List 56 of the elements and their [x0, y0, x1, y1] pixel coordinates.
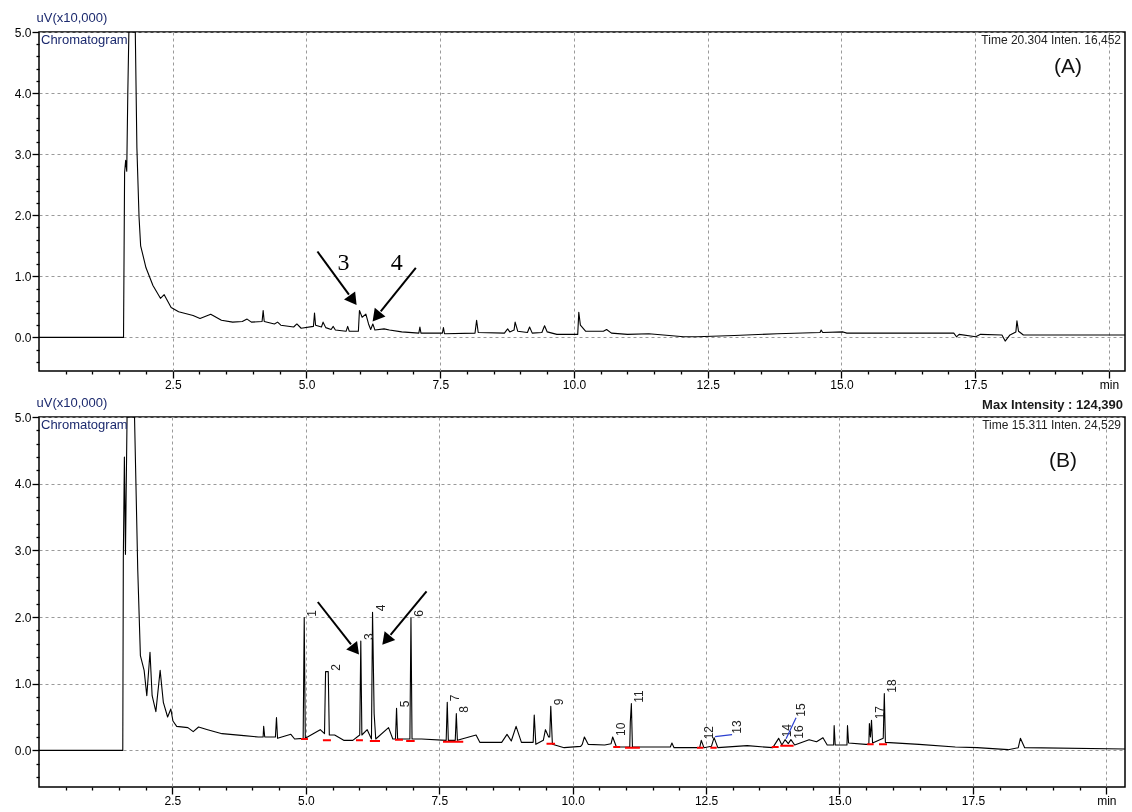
y-tick-label: 0.0 — [14, 330, 32, 345]
annotation: 12 — [702, 725, 717, 740]
x-tick-label: 17.5 — [961, 793, 986, 808]
y-axis-title: uV(x10,000) — [36, 9, 108, 25]
annotation: 18 — [885, 678, 900, 693]
y-tick-label: 0.0 — [14, 743, 32, 758]
annotation: Time 15.311 Inten. 24,529 — [982, 418, 1122, 432]
annotation: (A) — [1054, 54, 1082, 77]
y-axis-title: uV(x10,000) — [36, 394, 108, 410]
x-tick-label: 12.5 — [694, 793, 719, 808]
x-tick-label: 15.0 — [830, 377, 854, 392]
y-tick-label: 5.0 — [14, 410, 32, 425]
y-tick-label: 4.0 — [14, 477, 32, 492]
x-tick-label: 10.0 — [562, 377, 587, 392]
annotation: Time 20.304 Inten. 16,452 — [981, 33, 1122, 47]
y-tick-label: 3.0 — [14, 543, 32, 558]
x-tick-label: 15.0 — [828, 793, 852, 808]
text: Max Intensity : 124,390 — [982, 397, 1123, 412]
x-tick-label: 12.5 — [696, 377, 721, 392]
x-tick-label: 7.5 — [432, 377, 450, 392]
x-tick-label: min — [1097, 793, 1117, 808]
annotation: 4 — [390, 248, 403, 275]
x-tick-label: 17.5 — [964, 377, 988, 392]
y-tick-label: 1.0 — [14, 269, 32, 284]
annotation: 3 — [337, 248, 350, 275]
annotation: 14 — [779, 723, 794, 738]
y-tick-label: 4.0 — [14, 86, 32, 101]
annotation: 15 — [794, 702, 809, 717]
annotation: 1 — [305, 609, 320, 617]
x-tick-label: 2.5 — [164, 793, 182, 808]
annotation: 7 — [448, 694, 463, 702]
annotation: 13 — [730, 719, 745, 734]
y-tick-label: 3.0 — [14, 147, 32, 162]
x-tick-label: 10.0 — [561, 793, 586, 808]
y-tick-label: 2.0 — [14, 610, 32, 625]
x-tick-label: 5.0 — [297, 793, 315, 808]
annotation: 10 — [613, 722, 628, 736]
annotation: 4 — [373, 604, 388, 612]
annotation: 2 — [329, 663, 344, 671]
x-tick-label: 2.5 — [164, 377, 182, 392]
annotation: Chromatogram — [41, 32, 128, 47]
annotation: 6 — [411, 609, 426, 617]
annotation: 3 — [361, 633, 376, 640]
annotation: 9 — [551, 698, 566, 706]
x-tick-label: 7.5 — [431, 793, 449, 808]
annotation: 17 — [872, 705, 887, 720]
annotation: (B) — [1049, 448, 1077, 471]
annotation: 16 — [791, 724, 806, 739]
y-tick-label: 5.0 — [14, 25, 32, 40]
annotation: 5 — [397, 700, 412, 708]
annotation: 11 — [632, 689, 647, 703]
y-tick-label: 2.0 — [14, 208, 32, 223]
y-tick-label: 1.0 — [14, 677, 32, 692]
x-tick-label: min — [1099, 377, 1120, 392]
annotation: 8 — [457, 705, 472, 713]
x-tick-label: 5.0 — [298, 377, 316, 392]
